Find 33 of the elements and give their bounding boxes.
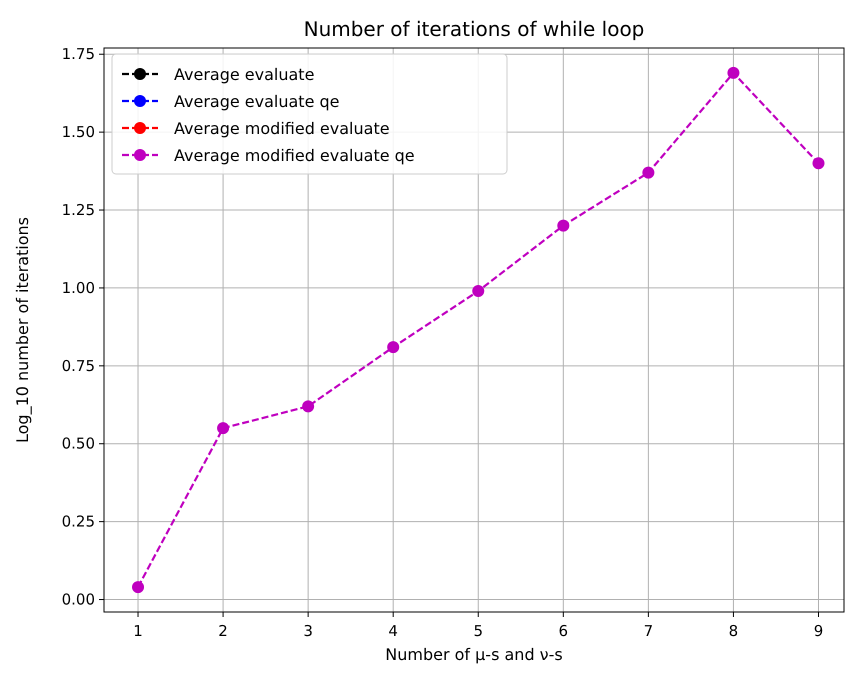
legend-label: Average evaluate [174,65,314,84]
y-tick-label: 0.50 [62,434,95,453]
x-tick-label: 4 [388,622,398,640]
x-tick-label: 8 [728,622,738,640]
x-tick-label: 1 [133,622,143,640]
x-tick-label: 2 [218,622,228,640]
point [642,166,654,179]
x-tick-label: 3 [303,622,313,640]
x-tick-label: 9 [814,622,824,640]
point [557,220,570,232]
point [727,66,740,79]
point [812,157,824,170]
y-tick-label: 1.50 [62,123,95,142]
y-tick-label: 1.00 [62,278,95,297]
legend-label: Average modified evaluate qe [174,146,415,165]
x-tick-label: 6 [558,622,568,640]
chart-title: Number of iterations of while loop [304,17,644,41]
x-axis-title: Number of μ-s and ν-s [385,645,563,664]
point [302,400,314,412]
y-tick-label: 0.75 [62,356,95,375]
y-tick-label: 0.25 [62,512,95,531]
point [472,285,484,298]
point [132,581,144,594]
x-tick-label: 5 [473,622,484,640]
y-axis-title: Log_10 number of iterations [13,217,32,443]
y-tick-label: 1.25 [62,201,95,220]
point [217,422,230,434]
legend-label: Average modified evaluate [174,119,390,138]
point [387,341,400,354]
y-tick-label: 1.75 [62,45,95,64]
legend-label: Average evaluate qe [174,92,340,111]
y-tick-label: 0.00 [62,590,95,609]
x-tick-label: 7 [644,622,654,640]
